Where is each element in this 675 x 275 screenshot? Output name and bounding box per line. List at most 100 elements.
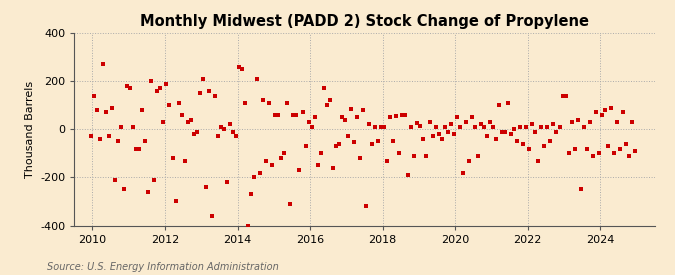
Point <box>225 122 236 127</box>
Point <box>614 146 625 151</box>
Point <box>382 158 393 163</box>
Point <box>327 166 338 170</box>
Point <box>472 153 483 158</box>
Point <box>215 125 226 129</box>
Point <box>400 113 410 117</box>
Point <box>161 81 172 86</box>
Point <box>188 132 199 136</box>
Point <box>128 125 138 129</box>
Point <box>446 122 456 127</box>
Point <box>303 120 314 124</box>
Point <box>585 120 595 124</box>
Point <box>500 130 510 134</box>
Point <box>518 141 529 146</box>
Point <box>333 141 344 146</box>
Point <box>167 156 178 160</box>
Point <box>609 151 620 156</box>
Point <box>179 158 190 163</box>
Point <box>227 130 238 134</box>
Point <box>88 94 99 98</box>
Point <box>509 127 520 131</box>
Point <box>603 144 614 148</box>
Point <box>261 158 271 163</box>
Point <box>572 117 583 122</box>
Point <box>448 132 459 136</box>
Point <box>485 120 495 124</box>
Point <box>521 125 532 129</box>
Point <box>321 103 332 107</box>
Point <box>237 67 248 71</box>
Point <box>364 122 375 127</box>
Point <box>197 76 208 81</box>
Point <box>624 153 634 158</box>
Point <box>158 120 169 124</box>
Point <box>276 156 287 160</box>
Point <box>185 117 196 122</box>
Point <box>319 86 329 90</box>
Point <box>593 151 604 156</box>
Point <box>252 76 263 81</box>
Point <box>137 108 148 112</box>
Point <box>569 146 580 151</box>
Point <box>297 110 308 115</box>
Point <box>231 134 242 139</box>
Point <box>436 137 447 141</box>
Point <box>512 139 522 144</box>
Point <box>439 125 450 129</box>
Point <box>140 139 151 144</box>
Point <box>421 153 432 158</box>
Point <box>282 101 293 105</box>
Point <box>146 79 157 83</box>
Point <box>575 187 586 192</box>
Point <box>506 132 516 136</box>
Point <box>403 173 414 177</box>
Point <box>376 125 387 129</box>
Point <box>119 187 130 192</box>
Point <box>560 94 571 98</box>
Point <box>464 158 475 163</box>
Point <box>587 153 598 158</box>
Point <box>348 140 359 145</box>
Point <box>612 120 622 124</box>
Point <box>330 144 341 148</box>
Point <box>285 202 296 206</box>
Point <box>539 144 550 148</box>
Point <box>122 84 132 88</box>
Point <box>279 151 290 156</box>
Point <box>182 120 193 124</box>
Point <box>264 101 275 105</box>
Point <box>388 139 399 144</box>
Point <box>630 149 641 153</box>
Point <box>515 125 526 129</box>
Point <box>385 115 396 119</box>
Point <box>358 108 369 112</box>
Point <box>336 115 347 119</box>
Point <box>109 178 120 182</box>
Point <box>415 123 426 128</box>
Point <box>92 108 103 112</box>
Point <box>131 146 142 151</box>
Point <box>288 113 299 117</box>
Point <box>134 146 144 151</box>
Point <box>524 146 535 151</box>
Point <box>309 115 320 119</box>
Point <box>597 113 608 117</box>
Point <box>221 180 232 184</box>
Point <box>591 110 601 115</box>
Point <box>155 86 166 90</box>
Point <box>503 101 514 105</box>
Point <box>249 175 260 180</box>
Point <box>536 125 547 129</box>
Point <box>170 199 181 204</box>
Point <box>300 144 311 148</box>
Point <box>454 125 465 129</box>
Point <box>86 134 97 139</box>
Point <box>578 125 589 129</box>
Point <box>481 134 492 139</box>
Point <box>324 98 335 103</box>
Point <box>566 120 577 124</box>
Point <box>458 170 468 175</box>
Point <box>475 122 486 127</box>
Point <box>267 163 277 167</box>
Point <box>533 158 544 163</box>
